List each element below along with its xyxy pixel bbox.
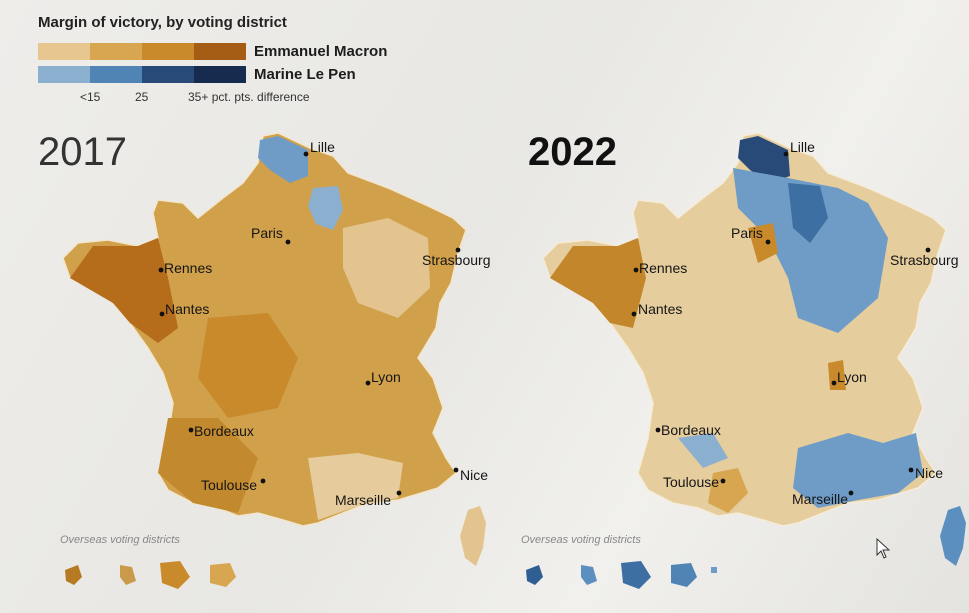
city-dot-marseille-2017	[396, 490, 402, 496]
city-label-bordeaux-2022: Bordeaux	[661, 422, 721, 438]
city-dot-rennes-2017	[158, 267, 164, 273]
overseas-mayotte-2022	[711, 567, 717, 573]
region-paris-macron-2022	[748, 223, 778, 263]
legend-swatch-lepen-3	[142, 66, 194, 83]
city-label-nantes-2017: Nantes	[165, 301, 209, 317]
region-southwest-lepen-2022	[678, 433, 728, 468]
city-label-rennes-2022: Rennes	[639, 260, 687, 276]
cities-2017: Lille Paris Strasbourg Rennes Nantes Lyo…	[158, 139, 490, 508]
legend-swatch-macron-4	[194, 43, 246, 60]
overseas-guadeloupe-2017	[65, 565, 82, 585]
legend-swatch-lepen-4	[194, 66, 246, 83]
city-dot-lyon-2022	[831, 380, 837, 386]
overseas-shapes-2022	[526, 561, 717, 589]
city-label-marseille-2017: Marseille	[335, 492, 391, 508]
city-dot-strasbourg-2017	[455, 247, 461, 253]
city-dot-toulouse-2022	[720, 478, 726, 484]
overseas-label-2017: Overseas voting districts	[60, 534, 180, 546]
region-west-macron-2022	[550, 238, 646, 328]
legend-swatch-macron-3	[142, 43, 194, 60]
city-label-lyon-2017: Lyon	[371, 369, 401, 385]
legend-row-macron: Emmanuel Macron	[38, 43, 387, 60]
region-aisne-lepen-dark-2022	[788, 183, 828, 243]
city-dot-nantes-2022	[631, 311, 637, 317]
legend-tick-mid: 25	[135, 90, 149, 104]
region-southeast-lepen-2022	[793, 433, 923, 508]
legend-swatch-macron-2	[90, 43, 142, 60]
region-south-light-2017	[308, 453, 403, 520]
city-label-lille-2022: Lille	[790, 139, 815, 155]
city-label-paris-2022: Paris	[731, 225, 763, 241]
city-dot-lille-2017	[303, 151, 309, 157]
overseas-martinique-2017	[120, 565, 136, 585]
city-label-toulouse-2022: Toulouse	[663, 474, 719, 490]
city-dot-paris-2022	[765, 239, 771, 245]
overseas-guyane-2017	[160, 561, 190, 589]
city-label-lille-2017: Lille	[310, 139, 335, 155]
region-aisne-lepen-2017	[308, 186, 343, 230]
region-east-light-2017	[343, 218, 430, 318]
city-label-paris-2017: Paris	[251, 225, 283, 241]
region-centre-mid-2017	[198, 313, 298, 418]
corsica-2022	[940, 506, 966, 566]
city-dot-nice-2017	[453, 467, 459, 473]
city-label-toulouse-2017: Toulouse	[201, 477, 257, 493]
legend-swatch-lepen-2	[90, 66, 142, 83]
overseas-reunion-2017	[210, 563, 236, 587]
city-dot-toulouse-2017	[260, 478, 266, 484]
overseas-shapes-2017	[65, 561, 236, 589]
region-northeast-lepen-2022	[733, 168, 888, 333]
map-2022: Lille Paris Strasbourg Rennes Nantes Lyo…	[542, 132, 966, 566]
overseas-guadeloupe-2022	[526, 565, 543, 585]
year-label-2017: 2017	[38, 130, 127, 174]
year-label-2022: 2022	[528, 130, 617, 174]
city-label-nice-2022: Nice	[915, 465, 943, 481]
city-dot-bordeaux-2017	[188, 427, 194, 433]
legend-tick-low: <15	[80, 90, 101, 104]
overseas-label-2022: Overseas voting districts	[521, 534, 641, 546]
city-label-lyon-2022: Lyon	[837, 369, 867, 385]
city-label-nice-2017: Nice	[460, 467, 488, 483]
city-label-strasbourg-2022: Strasbourg	[890, 252, 958, 268]
legend-tick-high: 35+ pct. pts. difference	[188, 90, 310, 104]
region-north-lepen-dark-2022	[738, 136, 790, 183]
city-label-rennes-2017: Rennes	[164, 260, 212, 276]
overseas-guyane-2022	[621, 561, 651, 589]
region-southwest-macron-2022	[708, 468, 748, 513]
city-dot-nice-2022	[908, 467, 914, 473]
corsica-2017	[460, 506, 486, 566]
city-label-bordeaux-2017: Bordeaux	[194, 423, 254, 439]
region-north-lepen-2017	[258, 136, 308, 183]
region-southwest-2017	[158, 418, 258, 513]
city-dot-marseille-2022	[848, 490, 854, 496]
cities-2022: Lille Paris Strasbourg Rennes Nantes Lyo…	[631, 139, 958, 507]
legend-swatch-lepen-1	[38, 66, 90, 83]
legend-row-lepen: Marine Le Pen	[38, 66, 356, 83]
city-dot-lyon-2017	[365, 380, 371, 386]
overseas-reunion-2022	[671, 563, 697, 587]
mouse-cursor-icon	[876, 538, 891, 559]
city-dot-bordeaux-2022	[655, 427, 661, 433]
legend-title: Margin of victory, by voting district	[38, 14, 287, 31]
region-west-dark-2017	[70, 238, 178, 343]
city-dot-rennes-2022	[633, 267, 639, 273]
city-dot-nantes-2017	[159, 311, 165, 317]
overseas-martinique-2022	[581, 565, 597, 585]
city-dot-paris-2017	[285, 239, 291, 245]
legend-label-lepen: Marine Le Pen	[254, 66, 356, 83]
map-2017: Lille Paris Strasbourg Rennes Nantes Lyo…	[62, 132, 490, 566]
legend-swatch-macron-1	[38, 43, 90, 60]
legend-label-macron: Emmanuel Macron	[254, 43, 388, 60]
city-dot-strasbourg-2022	[925, 247, 931, 253]
city-label-marseille-2022: Marseille	[792, 491, 848, 507]
city-dot-lille-2022	[783, 151, 789, 157]
city-label-nantes-2022: Nantes	[638, 301, 682, 317]
city-label-strasbourg-2017: Strasbourg	[422, 252, 490, 268]
